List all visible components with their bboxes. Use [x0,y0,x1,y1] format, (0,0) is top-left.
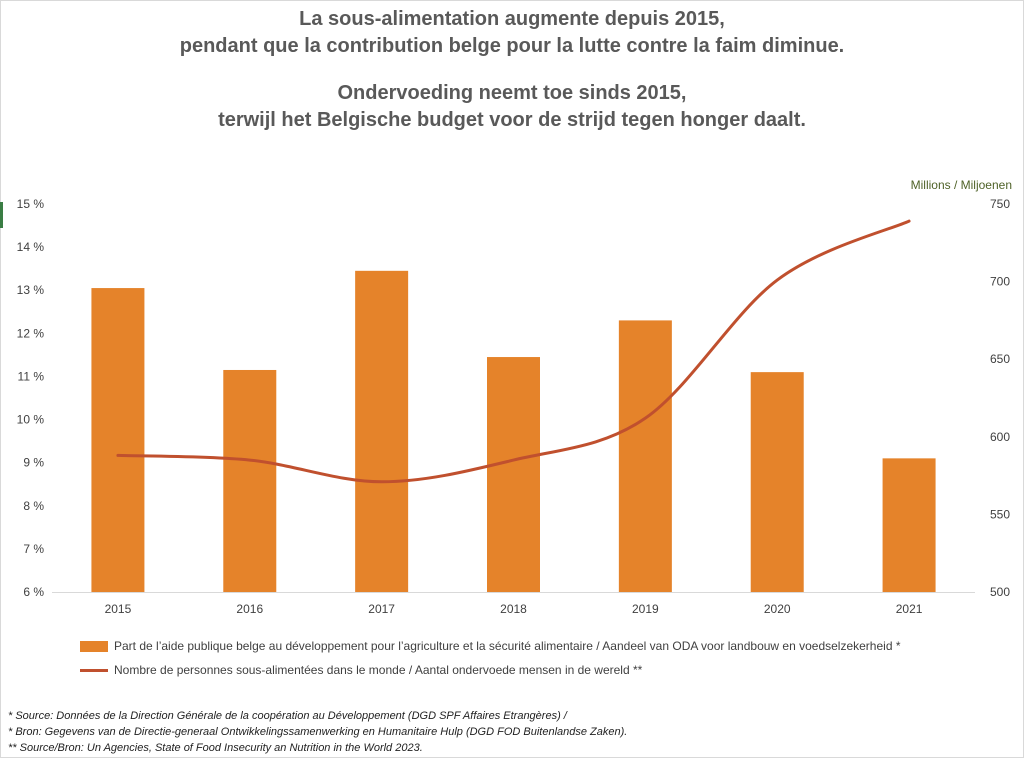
legend-swatch-line [80,668,108,672]
y-left-tick-label: 10 % [17,413,45,427]
x-tick-label-2017: 2017 [368,602,395,616]
sources: * Source: Données de la Direction Généra… [8,708,627,756]
y-axis-right-label: Millions / Miljoenen [911,178,1012,192]
y-right-tick-label: 700 [990,275,1010,289]
y-left-tick-label: 11 % [18,369,45,383]
x-tick-label-2020: 2020 [764,602,791,616]
bar-2017 [355,270,409,592]
x-tick-label-2021: 2021 [896,602,923,616]
legend-label-line: Nombre de personnes sous-alimentées dans… [114,663,643,677]
legend-label-bars: Part de l’aide publique belge au dévelop… [114,639,901,653]
bar-series [91,270,936,592]
x-tick-label-2016: 2016 [236,602,263,616]
bar-2021 [882,458,936,592]
y-right-tick-label: 600 [990,430,1010,444]
y-right-tick-label: 750 [990,197,1010,211]
legend-item-line: Nombre de personnes sous-alimentées dans… [80,658,901,682]
y-left-tick-label: 13 % [17,283,45,297]
y-left-tick-label: 7 % [23,542,44,556]
bar-2019 [618,320,672,592]
y-axis-right: 500 550 600 650 700 750 [990,197,1010,599]
x-tick-label-2019: 2019 [632,602,659,616]
chart-title: La sous-alimentation augmente depuis 201… [0,6,1024,134]
y-left-tick-label: 6 % [23,585,44,599]
title-fr-line-1: La sous-alimentation augmente depuis 201… [299,8,725,30]
legend-item-bars: Part de l’aide publique belge au dévelop… [80,634,901,658]
source-line-1: * Source: Données de la Direction Généra… [8,710,567,722]
line-series [116,219,911,484]
source-line-3: ** Source/Bron: Un Agencies, State of Fo… [8,742,423,754]
y-axis-left: 6 % 7 % 8 % 9 % 10 % 11 % 12 % 13 % 14 % 15 % [17,197,45,599]
bar-2016 [223,369,277,592]
legend-swatch-bars [80,640,108,652]
title-nl-line-2: terwijl het Belgische budget voor de str… [218,109,806,131]
bar-2015 [91,288,145,592]
y-left-tick-label: 14 % [17,240,45,254]
y-right-tick-label: 550 [990,507,1010,521]
legend: Part de l’aide publique belge au dévelop… [80,634,901,682]
y-left-tick-label: 8 % [23,499,44,513]
x-tick-label-2015: 2015 [105,602,132,616]
x-axis: 2015 2016 2017 2018 2019 2020 2021 [52,592,975,616]
title-fr-line-2: pendant que la contribution belge pour l… [179,35,845,57]
y-left-tick-label: 12 % [17,326,45,340]
bar-2018 [487,357,540,592]
y-right-tick-label: 500 [990,585,1010,599]
y-left-tick-label: 9 % [23,456,44,470]
selection-marker [0,202,3,228]
undernourished-line [116,219,911,484]
y-right-tick-label: 650 [990,352,1010,366]
y-left-tick-label: 15 % [17,197,45,211]
bar-2020 [750,372,804,592]
x-tick-label-2018: 2018 [500,602,527,616]
title-nl-line-1: Ondervoeding neemt toe sinds 2015, [337,82,687,104]
source-line-2: * Bron: Gegevens van de Directie-generaa… [8,726,628,738]
